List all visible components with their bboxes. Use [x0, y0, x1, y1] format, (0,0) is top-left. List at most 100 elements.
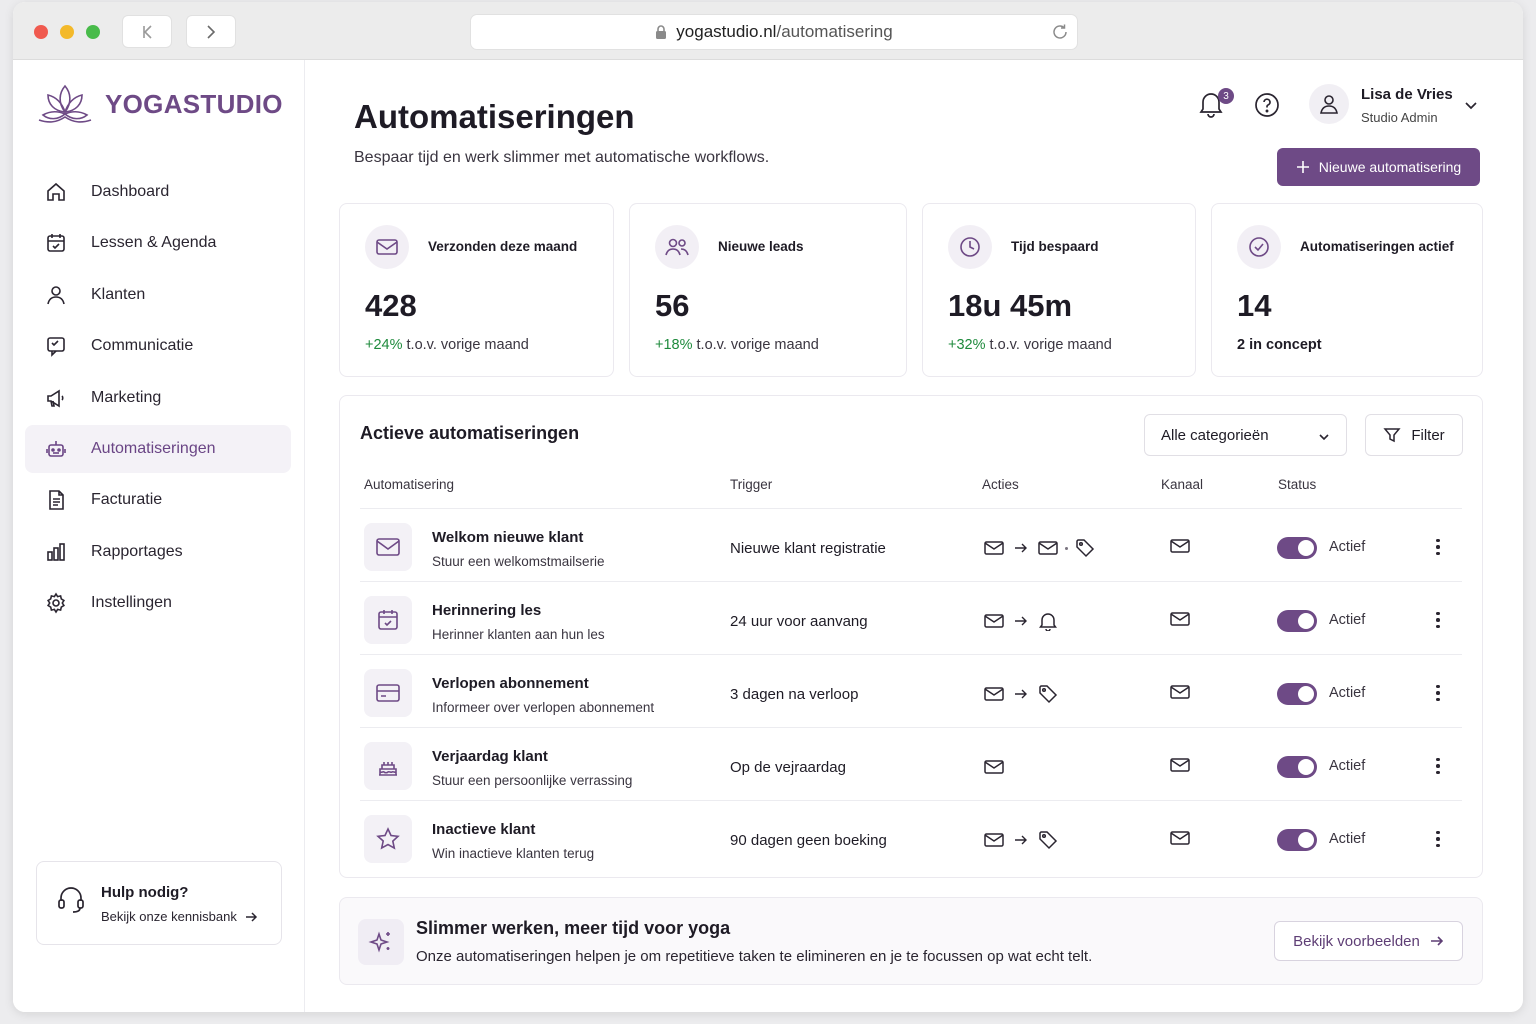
sidebar-item-lessen-agenda[interactable]: Lessen & Agenda [25, 219, 291, 267]
clock-icon [948, 225, 992, 269]
automation-trigger: 90 dagen geen boeking [730, 832, 887, 849]
table-row[interactable]: Welkom nieuwe klant Stuur een welkomstma… [360, 509, 1462, 582]
sidebar-item-label: Communicatie [91, 337, 194, 355]
mail-icon [365, 225, 409, 269]
automation-actions [984, 538, 1095, 558]
mail-icon [984, 687, 1004, 701]
maximize-window-button[interactable] [86, 25, 100, 39]
bell-icon [1199, 93, 1223, 118]
sidebar-item-instellingen[interactable]: Instellingen [25, 579, 291, 627]
view-examples-button[interactable]: Bekijk voorbeelden [1274, 921, 1463, 961]
sidebar-nav: Dashboard Lessen & Agenda Klanten Commun… [25, 168, 291, 631]
url-path: /automatisering [776, 22, 893, 41]
automation-actions [984, 830, 1058, 850]
sidebar-item-klanten[interactable]: Klanten [25, 271, 291, 319]
stat-label: Nieuwe leads [718, 239, 804, 254]
bar-chart-icon [45, 541, 67, 563]
page-subtitle: Bespaar tijd en werk slimmer met automat… [354, 149, 770, 166]
status-label: Actief [1329, 612, 1366, 628]
main-content: Automatiseringen Bespaar tijd en werk sl… [306, 60, 1523, 1012]
more-options-icon[interactable] [1430, 608, 1446, 632]
toggle-knob [1298, 832, 1314, 848]
stat-label: Verzonden deze maand [428, 239, 578, 254]
status-toggle[interactable] [1277, 756, 1317, 778]
notifications-button[interactable] [1198, 90, 1224, 123]
sidebar-item-facturatie[interactable]: Facturatie [25, 476, 291, 524]
star-icon [364, 815, 412, 863]
filter-icon [1383, 428, 1401, 443]
status-toggle[interactable] [1277, 537, 1317, 559]
automation-name: Welkom nieuwe klant [432, 529, 584, 546]
automation-description: Informeer over verlopen abonnement [432, 700, 655, 715]
sidebar-item-dashboard[interactable]: Dashboard [25, 168, 291, 216]
automation-trigger: Nieuwe klant registratie [730, 540, 886, 557]
stat-change: +18% t.o.v. vorige maand [655, 337, 819, 353]
banner-subtitle: Onze automatiseringen helpen je om repet… [416, 948, 1093, 965]
toggle-knob [1298, 540, 1314, 556]
sidebar-item-label: Marketing [91, 388, 162, 406]
address-bar[interactable]: yogastudio.nl/automatisering [470, 14, 1078, 50]
chevron-left-icon [143, 24, 152, 39]
help-button[interactable] [1254, 92, 1280, 123]
sidebar-item-rapportages[interactable]: Rapportages [25, 528, 291, 576]
logo[interactable]: YOGASTUDIO [35, 82, 283, 126]
status-label: Actief [1329, 685, 1366, 701]
more-options-icon[interactable] [1430, 535, 1446, 559]
more-options-icon[interactable] [1430, 827, 1446, 851]
sidebar-item-label: Dashboard [91, 183, 170, 200]
page-title: Automatiseringen [354, 98, 635, 135]
question-circle-icon [1255, 93, 1279, 117]
reload-icon[interactable] [1051, 23, 1069, 41]
sidebar-item-label: Rapportages [91, 542, 183, 560]
forward-button[interactable] [186, 15, 236, 48]
automation-name: Inactieve klant [432, 821, 536, 838]
sidebar-item-label: Instellingen [91, 594, 172, 612]
sidebar-item-communicatie[interactable]: Communicatie [25, 322, 291, 370]
chevron-down-icon [1318, 429, 1330, 446]
table-row[interactable]: Verjaardag klant Stuur een persoonlijke … [360, 728, 1462, 801]
automation-description: Stuur een welkomstmailserie [432, 554, 605, 569]
automation-trigger: Op de vejraardag [730, 759, 846, 776]
automation-name: Herinnering les [432, 602, 542, 619]
table-row[interactable]: Verlopen abonnement Informeer over verlo… [360, 655, 1462, 728]
stat-card-leads: Nieuwe leads 56 +18% t.o.v. vorige maand [629, 203, 907, 377]
table-row[interactable]: Herinnering les Herinner klanten aan hun… [360, 582, 1462, 655]
stat-card-sent: Verzonden deze maand 428 +24% t.o.v. vor… [339, 203, 614, 377]
new-automation-button[interactable]: Nieuwe automatisering [1277, 148, 1480, 186]
category-select[interactable]: Alle categorieën [1144, 414, 1347, 456]
minimize-window-button[interactable] [60, 25, 74, 39]
help-card[interactable]: Hulp nodig? Bekijk onze kennisbank [36, 861, 282, 945]
sidebar-item-automatiseringen[interactable]: Automatiseringen [25, 424, 291, 473]
tag-icon [1039, 685, 1058, 704]
sidebar-item-marketing[interactable]: Marketing [25, 374, 291, 422]
back-button[interactable] [122, 15, 172, 48]
filter-button[interactable]: Filter [1365, 414, 1463, 456]
knowledge-base-link[interactable]: Bekijk onze kennisbank [101, 909, 258, 924]
status-toggle[interactable] [1277, 683, 1317, 705]
status-toggle[interactable] [1277, 829, 1317, 851]
user-icon [45, 284, 67, 306]
column-header-kanaal: Kanaal [1161, 477, 1204, 492]
arrow-right-icon [245, 911, 257, 922]
calendar-icon [364, 596, 412, 644]
table-row[interactable]: Inactieve klant Win inactieve klanten te… [360, 801, 1462, 874]
stat-value: 428 [365, 288, 417, 323]
table-header-divider [360, 508, 1462, 509]
stat-card-active: Automatiseringen actief 14 2 in concept [1211, 203, 1483, 377]
browser-window: yogastudio.nl/automatisering YOGASTUDIO [13, 2, 1523, 1012]
more-options-icon[interactable] [1430, 754, 1446, 778]
lock-icon [655, 25, 667, 39]
automation-name: Verlopen abonnement [432, 675, 589, 692]
stat-value: 18u 45m [948, 288, 1073, 323]
column-header-trigger: Trigger [730, 477, 773, 492]
stat-value: 14 [1237, 288, 1272, 323]
toggle-knob [1298, 613, 1314, 629]
sidebar-item-label: Automatiseringen [91, 439, 216, 457]
status-toggle[interactable] [1277, 610, 1317, 632]
category-select-value: Alle categorieën [1161, 426, 1269, 444]
avatar [1309, 84, 1349, 124]
tag-icon [1039, 831, 1058, 850]
knowledge-base-link-label: Bekijk onze kennisbank [101, 909, 237, 924]
more-options-icon[interactable] [1430, 681, 1446, 705]
close-window-button[interactable] [34, 25, 48, 39]
